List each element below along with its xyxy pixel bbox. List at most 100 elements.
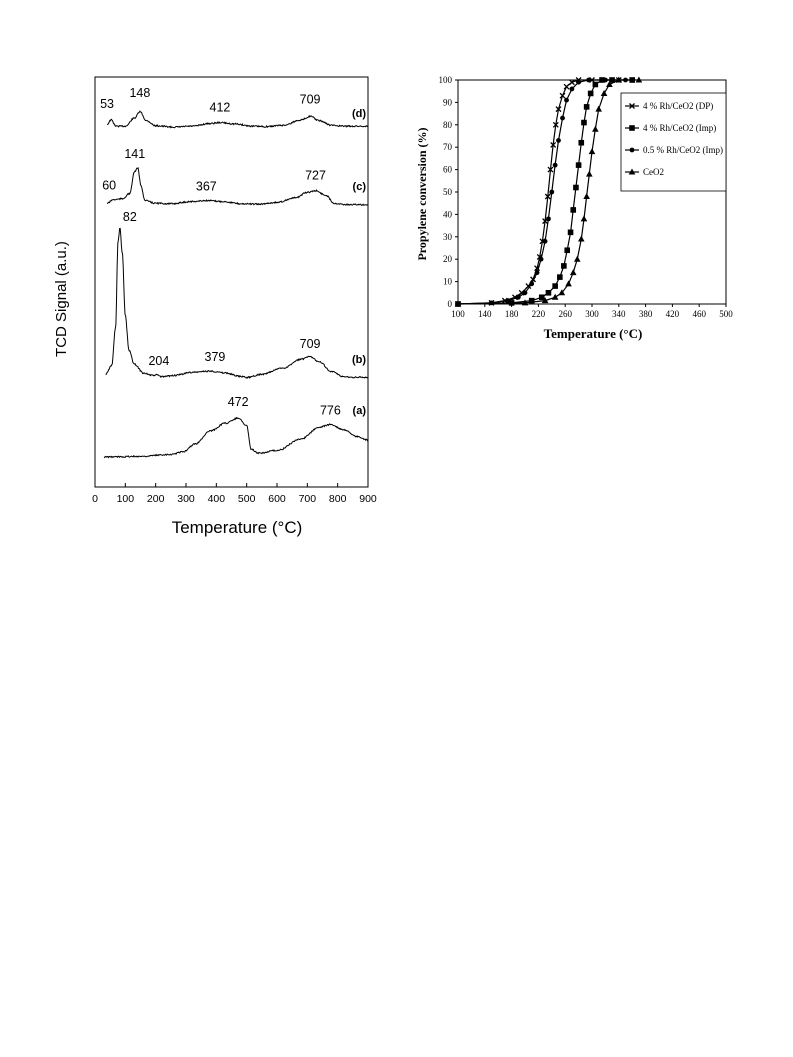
y-tick-label: 20	[443, 254, 453, 264]
point-marker	[560, 115, 565, 121]
x-tick-label: 220	[532, 309, 546, 319]
tcd-curve-0	[106, 110, 369, 129]
x-axis-ticks: 100 140 180 220 260 300 340 380 420 460 500	[451, 304, 733, 319]
x-tick-label: 600	[268, 493, 286, 505]
point-marker	[528, 297, 535, 304]
point-marker	[586, 170, 593, 177]
tcd-chart: 0 100 200 300 400 500 600 700 800 900 (d) 53 148 412…	[53, 76, 377, 537]
point-marker	[544, 193, 551, 200]
peak-label: 53	[100, 97, 114, 111]
peak-labels: (d) 53 148 412 709 (c) 60 141 367 727 (b) 82 204 379 7…	[100, 86, 366, 418]
tcd-curve-3	[103, 416, 369, 459]
point-marker	[606, 80, 613, 87]
point-marker	[547, 166, 554, 173]
point-marker	[505, 298, 511, 304]
point-marker	[541, 297, 549, 304]
x-tick-label: 100	[451, 309, 465, 319]
point-marker	[521, 299, 529, 306]
peak-label: 412	[210, 101, 231, 115]
series-label: (b)	[352, 354, 366, 366]
peak-label: 204	[148, 354, 169, 368]
legend-entry: 0.5 % Rh/CeO2 (Imp)	[643, 145, 723, 155]
point-marker	[587, 90, 594, 97]
point-marker	[629, 125, 635, 131]
peak-label: 141	[124, 147, 145, 161]
point-marker	[546, 216, 551, 222]
y-tick-label: 50	[443, 187, 453, 197]
point-marker	[556, 138, 561, 143]
series-2	[455, 77, 628, 307]
peak-label: 727	[305, 169, 326, 183]
y-tick-label: 30	[443, 232, 453, 242]
point-marker	[586, 77, 592, 83]
point-marker	[565, 280, 572, 287]
point-marker	[583, 192, 590, 199]
peak-label: 82	[123, 210, 137, 224]
point-marker	[578, 139, 585, 146]
point-marker	[545, 290, 552, 296]
point-marker	[534, 270, 540, 276]
legend-entry: 4 % Rh/CeO2 (DP)	[643, 101, 713, 111]
y-axis-label: Propylene conversion (%)	[415, 127, 429, 260]
series-label: (c)	[353, 181, 367, 193]
x-tick-label: 900	[359, 493, 377, 505]
series-line	[457, 79, 633, 305]
point-marker	[538, 294, 545, 301]
y-tick-label: 80	[443, 120, 453, 130]
x-tick-label: 180	[505, 309, 519, 319]
point-marker	[583, 104, 590, 110]
point-marker	[569, 269, 577, 276]
point-marker	[550, 142, 557, 148]
peak-label: 367	[196, 180, 217, 194]
point-marker	[573, 255, 581, 262]
point-marker	[538, 256, 544, 262]
series-line	[457, 79, 626, 305]
y-tick-label: 60	[443, 165, 453, 175]
series-label: (d)	[352, 108, 366, 120]
y-tick-label: 40	[443, 209, 453, 219]
legend-box	[620, 92, 727, 192]
y-tick-label: 100	[439, 75, 453, 85]
series-1	[455, 77, 635, 307]
curves	[454, 76, 643, 307]
point-marker	[576, 79, 581, 85]
point-marker	[581, 119, 587, 126]
x-tick-label: 500	[238, 493, 256, 505]
point-marker	[552, 162, 558, 168]
y-tick-label: 0	[448, 299, 453, 309]
x-tick-label: 100	[117, 493, 135, 505]
y-axis-ticks: 0 10 20 30 40 50 60 70 80 90 100	[439, 75, 458, 309]
point-marker	[588, 148, 596, 155]
point-marker	[629, 147, 635, 153]
x-axis-label: Temperature (°C)	[544, 326, 643, 341]
x-axis-label: Temperature (°C)	[172, 518, 303, 537]
x-tick-label: 300	[177, 493, 195, 505]
x-tick-label: 380	[639, 309, 653, 319]
point-marker	[561, 263, 567, 269]
x-tick-label: 700	[299, 493, 317, 505]
y-tick-label: 10	[443, 277, 453, 287]
x-tick-label: 200	[147, 493, 165, 505]
series-label: (a)	[353, 405, 367, 417]
peak-label: 709	[300, 337, 321, 351]
plot-frame	[94, 76, 369, 488]
point-marker	[529, 281, 535, 287]
point-marker	[603, 77, 608, 83]
point-marker	[569, 86, 575, 92]
x-tick-label: 0	[92, 493, 98, 505]
y-tick-label: 90	[443, 97, 453, 107]
point-marker	[549, 189, 555, 195]
x-tick-label: 460	[692, 309, 706, 319]
plot-border	[94, 76, 369, 488]
y-axis-label: TCD Signal (a.u.)	[53, 241, 70, 357]
point-marker	[522, 290, 528, 296]
point-marker	[552, 283, 558, 289]
peak-label: 379	[205, 350, 226, 364]
point-marker	[558, 289, 566, 296]
x-tick-label: 140	[478, 309, 492, 319]
point-marker	[592, 81, 599, 88]
point-marker	[515, 294, 521, 300]
point-marker	[573, 184, 579, 191]
point-marker	[564, 97, 569, 103]
point-marker	[629, 103, 635, 109]
